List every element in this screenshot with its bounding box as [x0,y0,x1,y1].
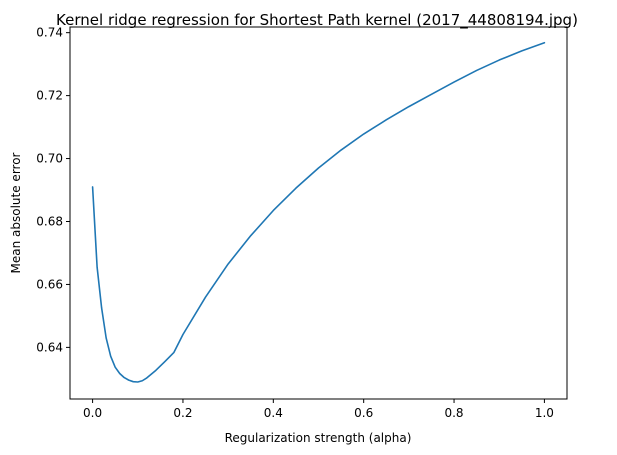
plot-area-frame [69,26,568,400]
x-tick-label: 0.0 [83,406,102,420]
x-axis: 0.0 0.2 0.4 0.6 0.8 1.0 [83,399,554,420]
y-tick-label: 0.66 [36,277,63,291]
x-tick-label: 0.2 [173,406,192,420]
y-axis-label: Mean absolute error [9,152,23,273]
y-axis: 0.64 0.66 0.68 0.70 0.72 0.74 [36,26,70,354]
x-tick-label: 0.6 [354,406,373,420]
y-tick-label: 0.74 [36,26,63,40]
chart-title: Kernel ridge regression for Shortest Pat… [56,11,578,30]
y-tick-label: 0.72 [36,89,63,103]
y-tick-label: 0.70 [36,152,63,166]
x-tick-label: 0.8 [444,406,463,420]
x-tick-label: 1.0 [535,406,554,420]
mae-series-line [91,41,546,383]
y-tick-label: 0.68 [36,214,63,228]
y-tick-label: 0.64 [36,340,63,354]
x-tick-label: 0.4 [264,406,283,420]
x-axis-label: Regularization strength (alpha) [225,431,412,445]
